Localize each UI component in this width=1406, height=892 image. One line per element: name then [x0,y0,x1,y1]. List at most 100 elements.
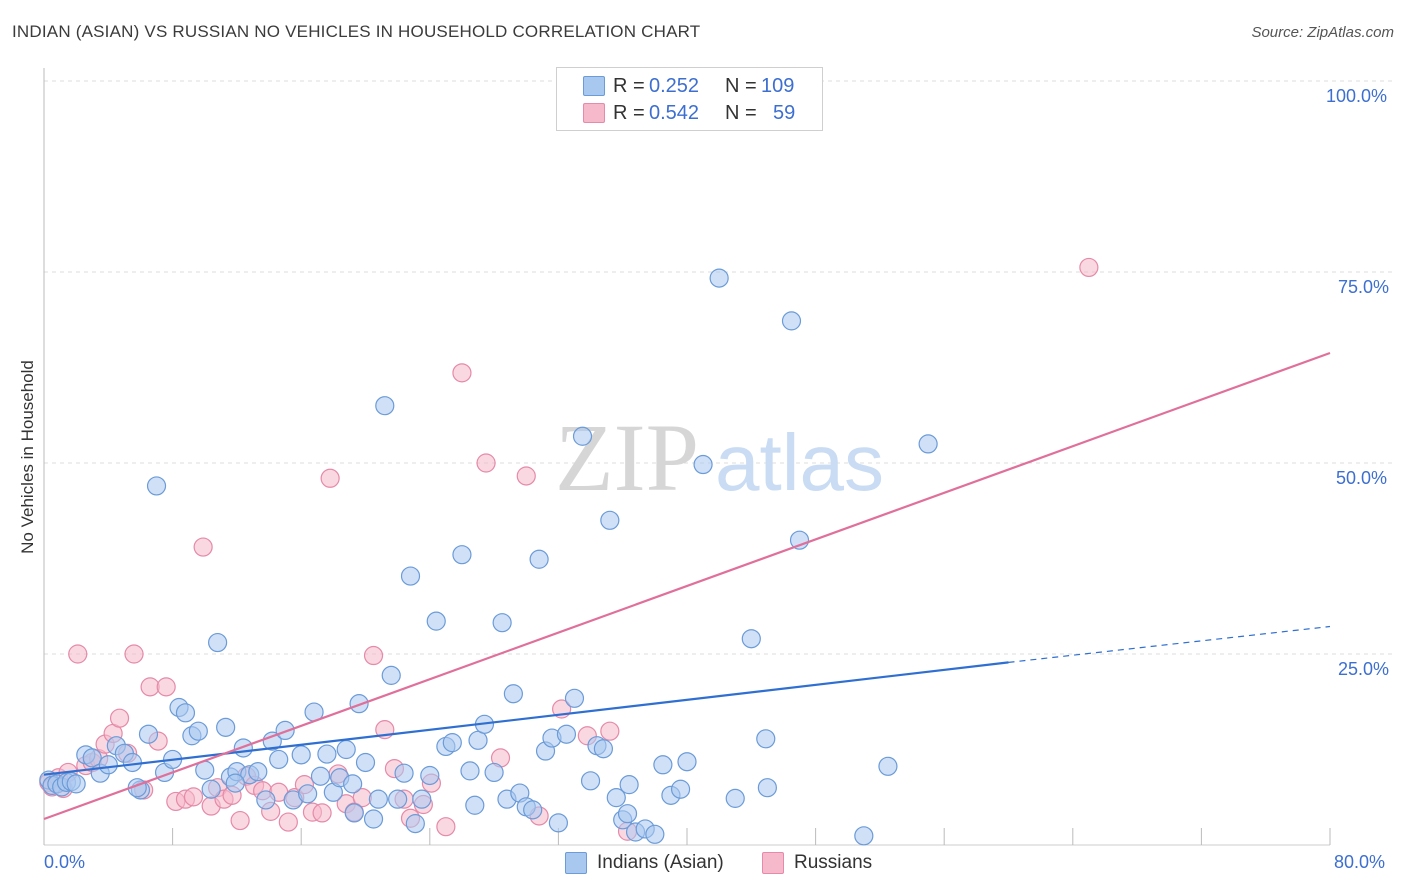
russians-point-42 [363,645,384,666]
russians-point-37 [320,468,340,488]
indians-point-71 [523,800,543,820]
legend-swatch-pink [583,103,605,123]
watermark: ZIP atlas [555,404,884,511]
y-tick-25: 25.0% [1338,659,1390,679]
russians-point-36 [312,803,332,823]
indians-point-34 [269,749,289,770]
indians-point-105 [465,795,485,815]
x-tick-max: 80.0% [1334,852,1386,872]
x-tick-min: 0.0% [44,852,86,872]
indians-point-96 [741,629,761,649]
indians-point-51 [381,665,401,685]
indians-point-76 [556,724,577,744]
watermark-zip: ZIP [555,404,699,511]
indians-point-56 [412,789,432,809]
legend-r-label: R = [613,74,645,97]
bottom-legend: Indians (Asian) Russians [0,852,1406,878]
indians-point-102 [918,434,938,454]
indians-point-13 [122,752,143,773]
indians-point-32 [256,790,276,810]
indians-point-83 [606,788,626,808]
indians-point-68 [503,684,523,704]
indians-point-62 [460,761,480,781]
chart-title: INDIAN (ASIAN) VS RUSSIAN NO VEHICLES IN… [12,22,701,41]
indians-point-20 [175,703,196,723]
indians-point-103 [225,773,245,793]
indians-point-47 [355,752,376,773]
indians-point-54 [400,566,421,586]
russians-point-50 [452,363,472,383]
indians-point-16 [146,476,167,496]
indians-point-53 [394,763,414,783]
indians-point-75 [548,813,569,833]
indians-point-88 [645,824,665,844]
source-label: Source: ZipAtlas.com [1251,24,1394,41]
bottom-swatch-pink [762,852,784,874]
indians-point-10 [98,755,118,775]
indians-point-89 [653,755,673,775]
russians-point-26 [230,810,250,831]
indians-point-108 [756,729,776,749]
russians-point-5 [68,644,88,664]
indians-point-46 [349,694,369,714]
legend-n-label: N = [725,101,757,124]
indians-point-33 [262,731,282,751]
russians-point-51 [476,453,496,473]
russians-point-58 [1079,257,1099,278]
indians-points [39,268,938,846]
indians-point-55 [405,814,425,834]
russians-point-49 [436,817,456,837]
indians-point-41 [317,744,337,764]
indians-point-85 [619,775,639,795]
indians-point-48 [363,809,384,829]
russians-point-20 [183,787,204,807]
indians-point-94 [709,268,729,288]
indians-point-107 [344,803,364,823]
indians-point-38 [298,784,318,804]
indians-point-31 [248,762,268,782]
indians-point-82 [600,510,620,530]
russians-point-13 [124,644,144,664]
russians-point-32 [278,812,298,832]
indians-point-61 [452,545,472,565]
indians-point-57 [420,765,440,786]
legend-r-label: R = [613,101,645,124]
legend-r-value: 0.252 [649,74,700,97]
bottom-legend-label: Russians [794,852,873,873]
russians-point-15 [140,677,160,697]
indians-point-65 [484,762,504,783]
indians-point-58 [426,611,446,631]
indians-point-79 [580,771,601,791]
bottom-legend-label: Indians (Asian) [597,852,724,873]
indians-point-6 [66,774,86,794]
y-tick-100: 100.0% [1326,86,1388,106]
indians-point-25 [208,632,228,653]
russians-extra-point-1 [516,466,536,486]
indians-point-8 [82,748,102,768]
indians-point-93 [693,454,713,475]
indians-point-77 [564,688,585,708]
indians-point-22 [188,721,208,741]
indians-point-92 [677,752,697,772]
indians-point-63 [468,730,488,750]
indians-point-37 [291,745,311,765]
indians-trend-line [43,661,1009,776]
indians-point-72 [529,549,549,569]
indians-point-78 [572,426,593,446]
indians-point-97 [757,778,777,798]
indians-point-26 [216,717,236,737]
indians-point-49 [368,789,388,809]
indians-point-52 [388,789,408,809]
legend-n-value: 109 [761,74,795,97]
russians-point-17 [156,677,176,697]
indians-point-106 [617,804,638,824]
indians-point-15 [138,724,159,744]
y-tick-75: 75.0% [1338,277,1390,297]
indians-point-100 [854,826,874,846]
indians-point-81 [593,739,614,759]
bottom-legend-russians: Russians [762,852,872,874]
indians-point-66 [492,613,512,633]
indians-point-45 [343,774,363,794]
y-tick-50: 50.0% [1336,468,1388,488]
indians-trend-extension [1008,625,1331,664]
